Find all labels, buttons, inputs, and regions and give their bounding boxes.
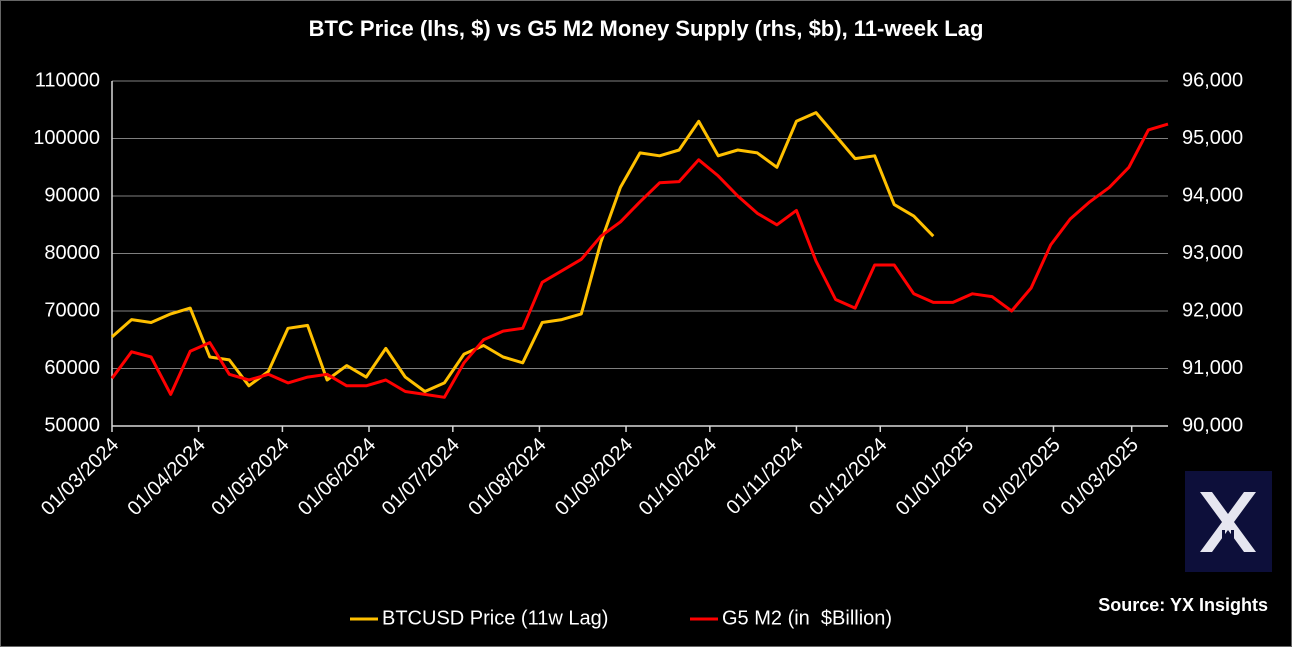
y-tick-label: 50000 (44, 414, 100, 436)
source: Source: YX Insights (1098, 595, 1268, 615)
legend-label: G5 M2 (in $Billion) (722, 607, 892, 629)
series-line (111, 111, 935, 393)
y-tick-label: 110000 (35, 69, 100, 91)
y2-tick-label: 95,000 (1182, 127, 1243, 149)
y2-tick-label: 93,000 (1182, 242, 1243, 264)
y2-tick-label: 92,000 (1182, 299, 1243, 321)
y2-tick-label: 94,000 (1182, 184, 1243, 206)
chart-title: BTC Price (lhs, $) vs G5 M2 Money Supply… (309, 16, 984, 41)
y-tick-label: 60000 (44, 357, 100, 379)
y-tick-label: 100000 (33, 127, 100, 149)
logo (1185, 471, 1272, 572)
series-line (110, 122, 1169, 399)
y2-tick-label: 91,000 (1182, 357, 1243, 379)
legend-label: BTCUSD Price (11w Lag) (382, 607, 608, 629)
y2-tick-label: 90,000 (1182, 414, 1243, 436)
y-tick-label: 80000 (44, 242, 100, 264)
y-tick-label: 70000 (44, 299, 100, 321)
y-tick-label: 90000 (44, 184, 100, 206)
y2-tick-label: 96,000 (1182, 69, 1243, 91)
